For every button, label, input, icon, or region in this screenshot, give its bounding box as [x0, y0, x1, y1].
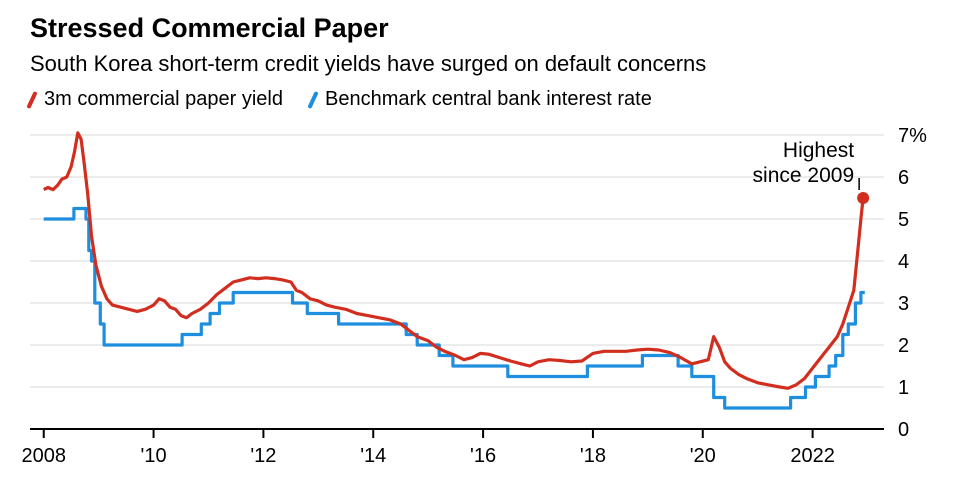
legend-label-policy-rate: Benchmark central bank interest rate: [324, 88, 652, 111]
x-axis-label: '14: [360, 445, 386, 467]
y-axis-label: 7%: [898, 125, 927, 147]
annotation-text-line2: since 2009: [753, 164, 855, 187]
series-line-cp_yield: [43, 131, 865, 391]
legend-item-policy-rate: Benchmark central bank interest rate: [307, 88, 652, 111]
legend-label-cp-yield: 3m commercial paper yield: [44, 88, 283, 111]
y-axis-label: 2: [898, 335, 909, 357]
y-axis-label: 4: [898, 251, 909, 273]
x-axis-label: 2022: [790, 445, 835, 467]
y-axis-label: 6: [898, 167, 909, 189]
red-slash-icon: [26, 90, 38, 109]
x-axis-label: '18: [580, 445, 606, 467]
line-chart: 0 1 2 3 4 5 6 7% 2008 '10 '12 '14 '16 '18 '20 2022 Highe…: [21, 125, 927, 467]
blue-slash-icon: [307, 90, 319, 109]
series-end-marker: [857, 192, 870, 205]
chart-subtitle: South Korea short-term credit yields hav…: [30, 51, 707, 77]
x-axis-label: '20: [690, 445, 716, 467]
y-axis-label: 5: [898, 209, 909, 231]
x-axis-label: '16: [470, 445, 496, 467]
chart-header: Stressed Commercial Paper South Korea sh…: [0, 0, 963, 111]
x-axis-label: '12: [250, 445, 276, 467]
y-axis-label: 1: [898, 377, 909, 399]
y-axis-label: 0: [898, 419, 909, 441]
annotation-text-line1: Highest: [783, 139, 854, 162]
legend: 3m commercial paper yield Benchmark cent…: [26, 88, 933, 111]
y-axis-label: 3: [898, 293, 909, 315]
legend-item-cp-yield: 3m commercial paper yield: [26, 88, 283, 111]
x-axis-label: 2008: [21, 445, 66, 467]
x-axis-label: '10: [141, 445, 167, 467]
chart-title: Stressed Commercial Paper: [30, 13, 389, 43]
series-line-policy_rate: [43, 207, 865, 411]
